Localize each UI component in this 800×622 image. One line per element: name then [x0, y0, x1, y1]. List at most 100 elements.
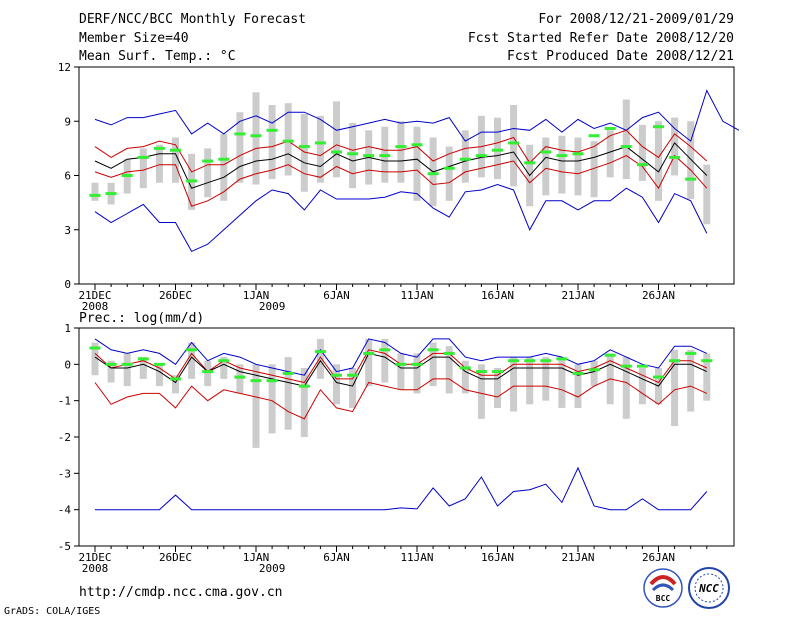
- precip-xtick-label: 21JAN: [561, 551, 594, 564]
- precip-lower-line: [94, 378, 708, 420]
- precip-xtick-label: 26JAN: [642, 551, 675, 564]
- precip-xtick-label: 26DEC: [159, 551, 192, 564]
- temp-ensemble-marker: [89, 193, 101, 197]
- temp-ytick-label: 6: [64, 170, 71, 183]
- temp-spread-bar: [252, 92, 260, 185]
- temp-xtick-label: 26JAN: [642, 289, 675, 302]
- temp-max-line: [94, 89, 740, 142]
- header-left: DERF/NCC/BCC Monthly Forecast Member Siz…: [79, 12, 306, 64]
- precip-title: Prec.: log(mm/d): [79, 311, 204, 326]
- forecast-period: For 2008/12/21-2009/01/29: [538, 12, 734, 27]
- ncc-logo: NCC: [688, 567, 730, 609]
- precip-ytick-label: 1: [64, 322, 71, 335]
- precip-spread-bar: [703, 353, 711, 401]
- precip-ensemble-marker: [427, 348, 439, 352]
- temp-ensemble-marker: [475, 154, 487, 158]
- temp-ensemble-marker: [636, 163, 648, 167]
- temp-xtick-label: 11JAN: [400, 289, 433, 302]
- precip-ensemble-marker: [411, 362, 423, 366]
- temp-spread-bar: [510, 104, 518, 187]
- precip-ensemble-marker: [105, 362, 117, 366]
- temp-xtick-label: 16JAN: [481, 289, 514, 302]
- bcc-logo-text: BCC: [656, 594, 671, 603]
- precip-ensemble-marker: [540, 359, 552, 363]
- temp-upper-line: [94, 129, 708, 173]
- temp-ensemble-marker: [508, 141, 520, 145]
- temp-spread-bar: [687, 121, 695, 200]
- precip-spread-bar: [574, 364, 582, 408]
- precip-ensemble-marker: [282, 371, 294, 375]
- header-right: For 2008/12/21-2009/01/29 Fcst Started R…: [468, 12, 734, 64]
- temp-ytick-label: 12: [58, 61, 71, 74]
- precip-spread-bar: [638, 367, 646, 405]
- ncc-logo-text: NCC: [698, 582, 719, 595]
- temp-ensemble-marker: [218, 157, 230, 161]
- temp-ytick-label: 0: [64, 278, 71, 291]
- temp-ensemble-marker: [234, 132, 246, 136]
- temp-lower-line: [94, 154, 708, 207]
- precip-spread-bar: [429, 342, 437, 387]
- temp-spread-bar: [671, 117, 679, 176]
- temp-mean-line: [94, 142, 708, 189]
- temp-ensemble-marker: [137, 155, 149, 159]
- precip-spread-bar: [107, 360, 115, 383]
- precip-spread-bar: [510, 357, 518, 412]
- temp-spread-bar: [542, 137, 550, 196]
- temp-ensemble-marker: [604, 126, 616, 130]
- precip-ensemble-marker: [266, 379, 278, 383]
- precip-ensemble-marker: [443, 351, 455, 355]
- precip-xtick-label: 11JAN: [400, 551, 433, 564]
- temp-ensemble-marker: [492, 148, 503, 152]
- temp-xtick-label: 6JAN: [323, 289, 350, 302]
- precip-ytick-label: -1: [58, 395, 71, 408]
- precip-ytick-label: 0: [64, 358, 71, 371]
- temp-ensemble-marker: [540, 150, 552, 154]
- precip-ensemble-marker: [170, 377, 181, 381]
- precip-ensemble-marker: [250, 379, 262, 383]
- temp-xtick-label: 1JAN: [243, 289, 270, 302]
- precip-spread-bar: [349, 367, 357, 408]
- precip-spread-bar: [91, 342, 99, 376]
- precip-spread-bar: [558, 357, 566, 408]
- precip-spread-bar: [397, 353, 405, 390]
- precip-ensemble-marker: [572, 371, 584, 375]
- precip-ensemble-marker: [475, 370, 487, 374]
- temp-ensemble-marker: [524, 161, 536, 165]
- temp-ensemble-marker: [653, 125, 664, 129]
- temp-spread-bar: [284, 103, 292, 176]
- temp-spread-bar: [638, 124, 646, 181]
- precip-ensemble-marker: [459, 366, 471, 370]
- temp-ensemble-marker: [363, 154, 375, 158]
- precip-spread-bar: [687, 349, 695, 412]
- temp-ensemble-marker: [411, 143, 423, 147]
- precip-spread-bar: [139, 357, 147, 379]
- precip-spread-bar: [220, 357, 228, 379]
- source-url: http://cmdp.ncc.cma.gov.cn: [79, 585, 283, 600]
- temp-spread-bar: [413, 126, 421, 201]
- temp-spread-bar: [349, 123, 357, 189]
- temp-spread-bar: [574, 137, 582, 196]
- precip-plot-frame: [78, 327, 735, 547]
- temp-ensemble-marker: [395, 145, 407, 149]
- precip-ytick-label: -3: [58, 467, 71, 480]
- precip-spread-bar: [123, 353, 131, 387]
- temp-xtick-label: 26DEC: [159, 289, 192, 302]
- temperature-panel: 0 3 6 9 12 21DEC 26DEC 1JAN 6JAN 11JAN 16JAN 21JAN 2…: [58, 61, 740, 313]
- temp-spread-bar: [316, 115, 324, 183]
- precip-ensemble-marker: [524, 359, 536, 363]
- precip-xtick-label: 1JAN: [243, 551, 270, 564]
- temp-spread-bar: [236, 112, 244, 183]
- temp-ensemble-marker: [266, 128, 278, 132]
- temp-spread-bar: [494, 117, 501, 180]
- precip-ensemble-marker: [620, 364, 632, 368]
- temp-ensemble-marker: [314, 141, 326, 145]
- precip-ensemble-marker: [121, 362, 133, 366]
- temp-ensemble-marker: [459, 157, 471, 161]
- temp-ensemble-marker: [202, 159, 214, 163]
- temp-ensemble-marker: [572, 152, 584, 156]
- precip-ensemble-marker: [218, 359, 230, 363]
- grads-credit: GrADS: COLA/IGES: [4, 606, 100, 617]
- temp-spread-bar: [655, 121, 662, 201]
- temp-xtick-label: 21DEC: [78, 289, 111, 302]
